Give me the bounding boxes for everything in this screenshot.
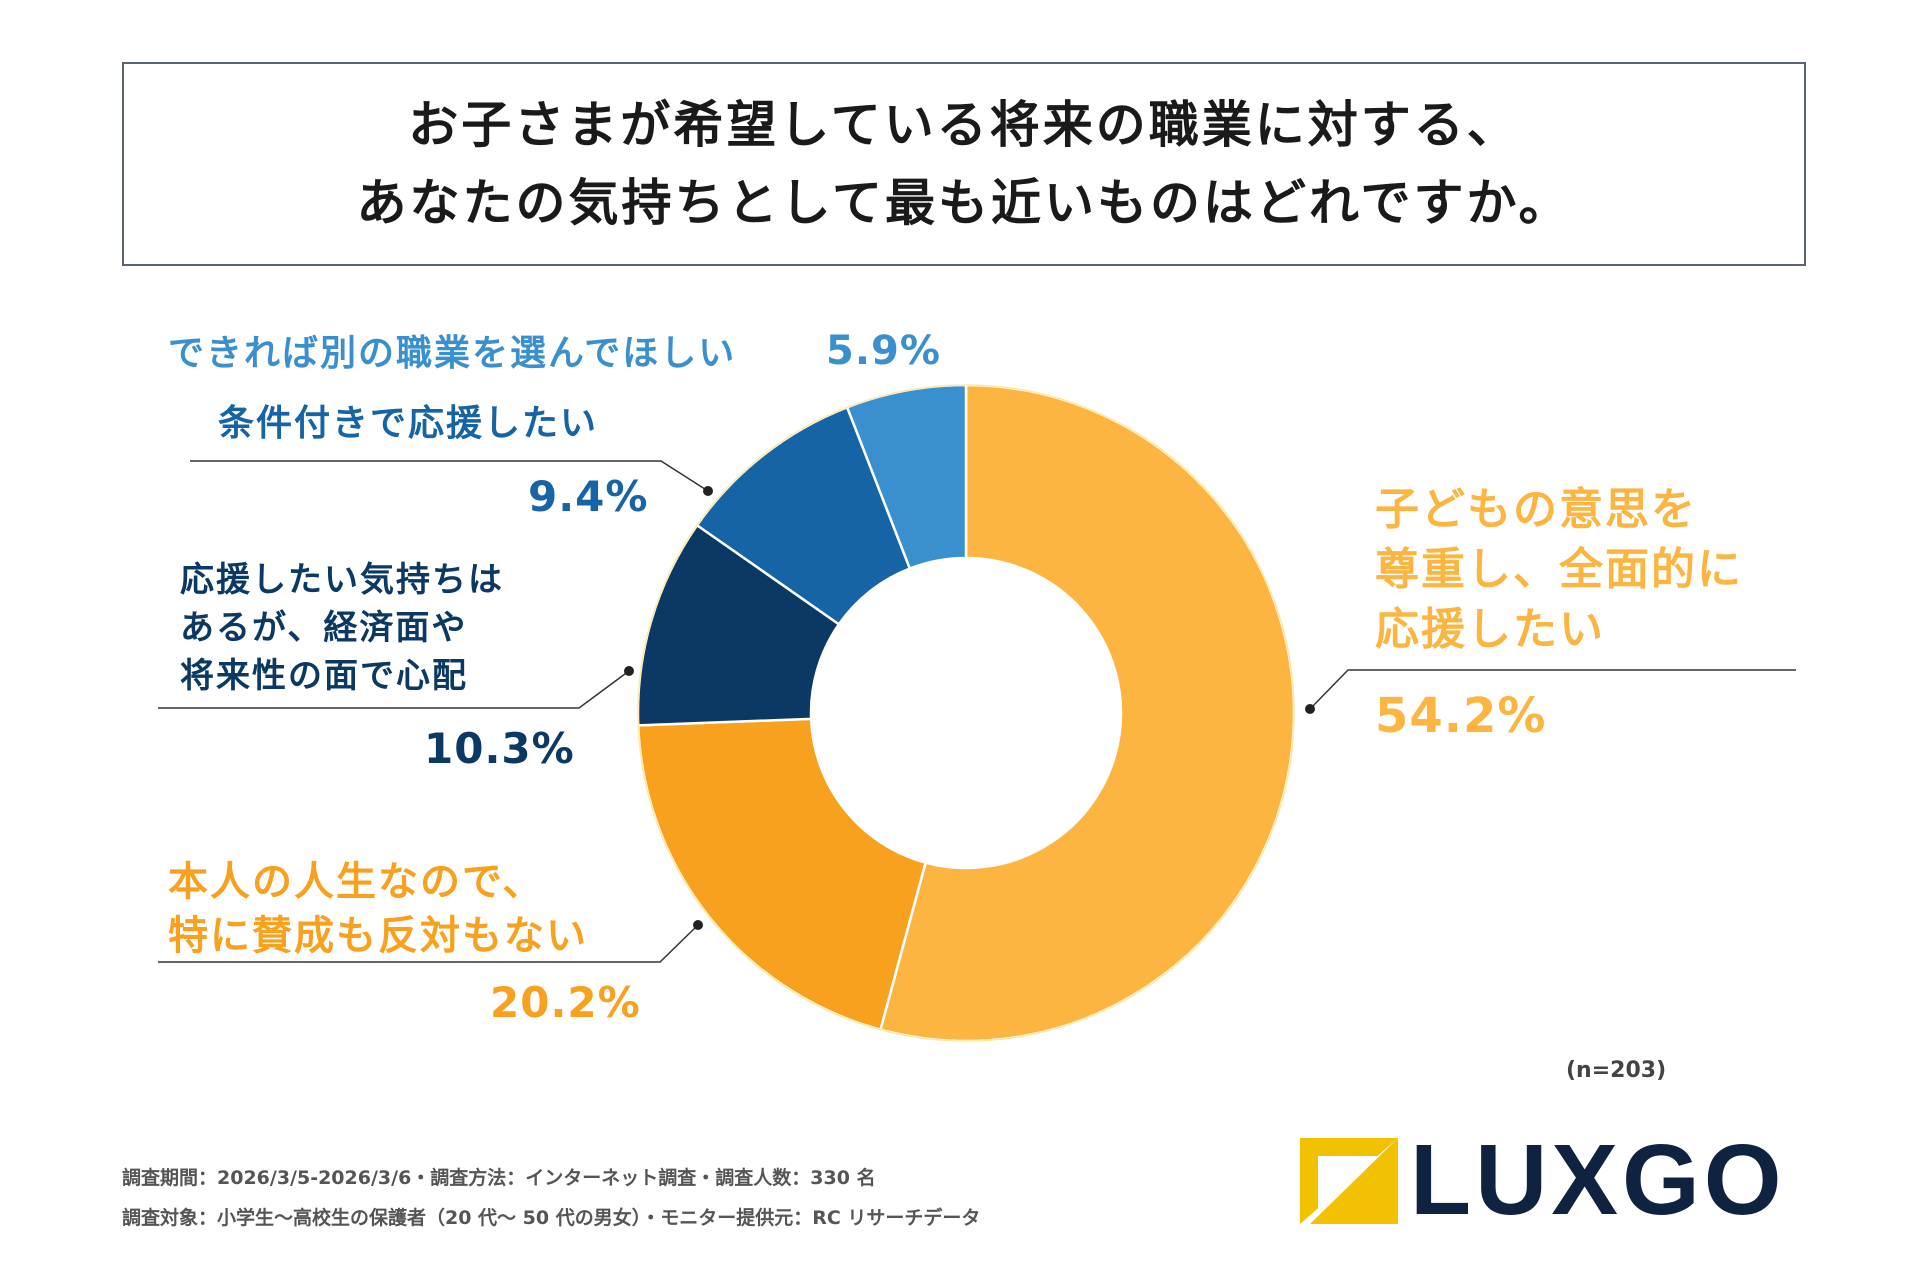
leader-line-slice-2	[158, 670, 630, 709]
sample-size-note: (n=203)	[1566, 1058, 1667, 1083]
slice-label-0-line-3: 応援したい	[1375, 604, 1605, 655]
slice-label-0-line-1: 子どもの意思を	[1375, 484, 1697, 535]
leader-lines	[158, 460, 1796, 963]
slice-value-3: 9.4%	[528, 472, 649, 521]
slice-label-0-line-2: 尊重し、全面的に	[1375, 544, 1743, 595]
slice-label-2-line-2: あるが、経済面や	[180, 608, 468, 648]
slice-label-3-line-1: 条件付きで応援したい	[218, 403, 599, 444]
slice-value-4: 5.9%	[826, 328, 941, 374]
leader-line-slice-0	[1309, 669, 1796, 710]
chart-title-box: お子さまが希望している将来の職業に対する、 あなたの気持ちとして最も近いものはど…	[122, 62, 1806, 266]
donut-outer-ring	[637, 384, 1295, 1042]
leader-dot-slice-2	[624, 666, 634, 676]
donut-hole	[812, 559, 1120, 867]
leader-dot-slice-0	[1305, 704, 1315, 714]
chart-title-line-2: あなたの気持ちとして最も近いものはどれですか。	[356, 174, 1572, 232]
luxgo-logo-mark-icon	[1300, 1138, 1398, 1224]
slice-value-0: 54.2%	[1375, 688, 1547, 744]
luxgo-logo: LUXGO	[1300, 1130, 1800, 1230]
donut-slices	[636, 383, 1296, 1043]
slice-label-2: 応援したい気持ちは あるが、経済面や 将来性の面で心配	[180, 556, 504, 700]
footer-survey-target: 調査対象：小学生～高校生の保護者（20 代～ 50 代の男女）・モニター提供元：…	[122, 1207, 981, 1229]
slice-label-1-line-1: 本人の人生なので、	[168, 859, 545, 905]
slice-label-1-line-2: 特に賛成も反対もない	[168, 913, 588, 959]
slice-value-2: 10.3%	[424, 724, 575, 773]
slice-value-1: 20.2%	[490, 978, 641, 1027]
chart-title-line-1: お子さまが希望している将来の職業に対する、	[408, 96, 1520, 154]
leader-line-slice-1	[158, 924, 699, 963]
slice-label-1: 本人の人生なので、 特に賛成も反対もない	[168, 855, 588, 963]
slice-label-3: 条件付きで応援したい	[218, 398, 598, 450]
slice-label-4: できれば別の職業を選んでほしい	[168, 328, 736, 380]
slice-label-0: 子どもの意思を 尊重し、全面的に 応援したい	[1375, 480, 1743, 660]
slice-label-4-line-1: できれば別の職業を選んでほしい	[168, 333, 737, 374]
leader-dot-slice-1	[693, 920, 703, 930]
footer-survey-period: 調査期間：2026/3/5-2026/3/6・調査方法：インターネット調査・調査…	[122, 1167, 876, 1189]
slice-label-2-line-1: 応援したい気持ちは	[180, 560, 504, 600]
leader-dot-slice-3	[703, 486, 713, 496]
luxgo-logo-text: LUXGO	[1410, 1124, 1786, 1236]
leader-line-slice-3	[190, 460, 709, 492]
slice-label-2-line-3: 将来性の面で心配	[180, 656, 468, 696]
